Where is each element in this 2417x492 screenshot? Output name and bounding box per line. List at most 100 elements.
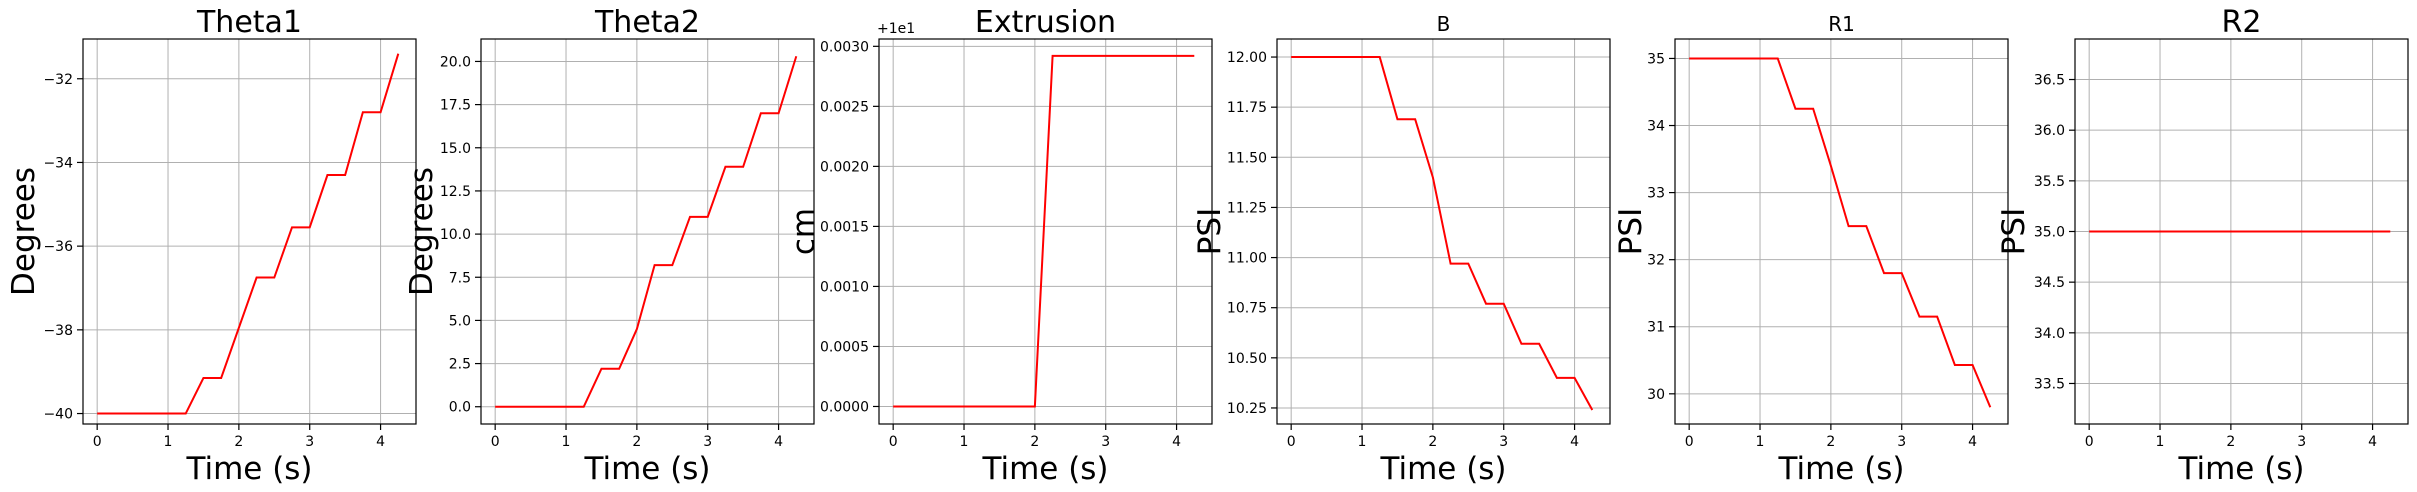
x-tick-label: 2 bbox=[234, 434, 243, 450]
y-tick-label: 5.0 bbox=[449, 313, 471, 329]
y-axis-label: PSI bbox=[1613, 208, 1649, 256]
series-line bbox=[97, 53, 400, 415]
y-tick-label: 34 bbox=[1647, 119, 1665, 135]
y-tick-label: 11.75 bbox=[1227, 100, 1267, 116]
x-tick-label: 3 bbox=[1499, 434, 1508, 450]
subplot-title: Theta2 bbox=[594, 5, 700, 40]
y-tick-label: 34.0 bbox=[2034, 326, 2065, 342]
subplot-4: 0 1 2 3 4 10.25 10.50 10.75 11.00 11.25 11.50 11.75… bbox=[1192, 12, 1611, 487]
y-tick-label: 12.00 bbox=[1227, 50, 1267, 66]
y-axis-label: PSI bbox=[1192, 208, 1228, 256]
y-tick-label: −40 bbox=[43, 407, 73, 423]
plot-frame bbox=[1674, 38, 2009, 425]
subplot-1: 0 1 2 3 4 −40 −38 −36 −34 −32 Theta1 Time (s) Degree… bbox=[6, 5, 417, 487]
y-tick-label: 0.0000 bbox=[820, 399, 869, 415]
x-tick-label: 1 bbox=[2156, 434, 2165, 450]
plot-frame bbox=[878, 38, 1213, 425]
subplot-title: R2 bbox=[2222, 5, 2262, 40]
x-tick-label: 0 bbox=[93, 434, 102, 450]
y-tick-label: 0.0 bbox=[449, 400, 471, 416]
subplot-title: B bbox=[1437, 12, 1451, 36]
y-offset-text: +1e1 bbox=[877, 21, 915, 37]
x-axis-label: Time (s) bbox=[185, 451, 312, 487]
subplot-2: 0 1 2 3 4 0.0 2.5 5.0 7.5 10.0 12.5 15.0 17.5 20.0 The… bbox=[404, 5, 815, 487]
x-tick-label: 2 bbox=[1030, 434, 1039, 450]
x-axis-label: Time (s) bbox=[1777, 451, 1904, 487]
y-tick-label: 0.0015 bbox=[820, 219, 869, 235]
y-tick-label: 0.0025 bbox=[820, 99, 869, 115]
y-tick-label: 20.0 bbox=[440, 54, 471, 70]
y-tick-label: 17.5 bbox=[440, 98, 471, 114]
x-tick-label: 0 bbox=[889, 434, 898, 450]
y-tick-label: 10.50 bbox=[1227, 351, 1267, 367]
x-tick-label: 2 bbox=[632, 434, 641, 450]
x-tick-label: 0 bbox=[2085, 434, 2094, 450]
subplot-title: Theta1 bbox=[196, 5, 302, 40]
y-tick-label: −34 bbox=[43, 155, 73, 171]
x-tick-label: 3 bbox=[2297, 434, 2306, 450]
x-tick-label: 3 bbox=[703, 434, 712, 450]
series-line bbox=[495, 55, 798, 408]
x-tick-label: 4 bbox=[774, 434, 783, 450]
y-tick-label: 11.00 bbox=[1227, 251, 1267, 267]
y-tick-label: 10.75 bbox=[1227, 301, 1267, 317]
x-tick-label: 2 bbox=[1826, 434, 1835, 450]
y-tick-label: 33 bbox=[1647, 186, 1665, 202]
y-tick-label: 0.0005 bbox=[820, 339, 869, 355]
y-tick-label: 0.0010 bbox=[820, 279, 869, 295]
y-tick-label: 33.5 bbox=[2034, 376, 2065, 392]
x-tick-label: 4 bbox=[376, 434, 385, 450]
plot-frame bbox=[1276, 38, 1611, 425]
x-tick-label: 4 bbox=[2368, 434, 2377, 450]
subplot-title: Extrusion bbox=[975, 5, 1116, 40]
y-tick-label: 32 bbox=[1647, 253, 1665, 269]
x-tick-label: 4 bbox=[1172, 434, 1181, 450]
x-axis-label: Time (s) bbox=[583, 451, 710, 487]
y-tick-label: 30 bbox=[1647, 387, 1665, 403]
y-tick-label: 31 bbox=[1647, 320, 1665, 336]
y-tick-label: 36.5 bbox=[2034, 73, 2065, 89]
y-axis-label: Degrees bbox=[6, 167, 42, 296]
y-tick-label: 11.50 bbox=[1227, 150, 1267, 166]
y-tick-label: 15.0 bbox=[440, 141, 471, 157]
x-tick-label: 0 bbox=[491, 434, 500, 450]
subplot-3: 0 1 2 3 4 0.0000 0.0005 0.0010 0.0015 0.0020 0.002… bbox=[786, 5, 1213, 487]
x-tick-label: 1 bbox=[1358, 434, 1367, 450]
x-tick-label: 1 bbox=[164, 434, 173, 450]
y-tick-label: 35.0 bbox=[2034, 225, 2065, 241]
series-line bbox=[1689, 57, 1992, 408]
y-tick-label: 0.0030 bbox=[820, 39, 869, 55]
subplot-6: 0 1 2 3 4 33.5 34.0 34.5 35.0 35.5 36.0 36.5 R2 Time … bbox=[1996, 5, 2409, 487]
x-tick-label: 1 bbox=[1756, 434, 1765, 450]
x-tick-label: 1 bbox=[562, 434, 571, 450]
x-tick-label: 4 bbox=[1968, 434, 1977, 450]
y-tick-label: −36 bbox=[43, 239, 73, 255]
x-tick-label: 4 bbox=[1570, 434, 1579, 450]
plot-frame bbox=[82, 38, 417, 425]
x-tick-label: 3 bbox=[305, 434, 314, 450]
y-tick-label: 36.0 bbox=[2034, 123, 2065, 139]
x-tick-label: 2 bbox=[2226, 434, 2235, 450]
y-tick-label: −32 bbox=[43, 72, 73, 88]
x-tick-label: 0 bbox=[1287, 434, 1296, 450]
y-tick-label: 11.25 bbox=[1227, 200, 1267, 216]
x-tick-label: 3 bbox=[1897, 434, 1906, 450]
x-tick-label: 2 bbox=[1428, 434, 1437, 450]
y-axis-label: cm bbox=[786, 208, 822, 255]
y-tick-label: 12.5 bbox=[440, 184, 471, 200]
y-tick-label: 10.0 bbox=[440, 227, 471, 243]
y-axis-label: PSI bbox=[1996, 208, 2032, 256]
series-line bbox=[893, 54, 1195, 408]
y-tick-label: 35.5 bbox=[2034, 174, 2065, 190]
subplot-title: R1 bbox=[1828, 12, 1855, 36]
y-tick-label: 35 bbox=[1647, 51, 1665, 67]
y-tick-label: 10.25 bbox=[1227, 401, 1267, 417]
y-tick-label: 2.5 bbox=[449, 357, 471, 373]
x-tick-label: 3 bbox=[1101, 434, 1110, 450]
y-tick-label: 0.0020 bbox=[820, 159, 869, 175]
y-tick-label: 7.5 bbox=[449, 270, 471, 286]
y-tick-label: −38 bbox=[43, 323, 73, 339]
x-axis-label: Time (s) bbox=[1379, 451, 1506, 487]
y-tick-label: 34.5 bbox=[2034, 275, 2065, 291]
